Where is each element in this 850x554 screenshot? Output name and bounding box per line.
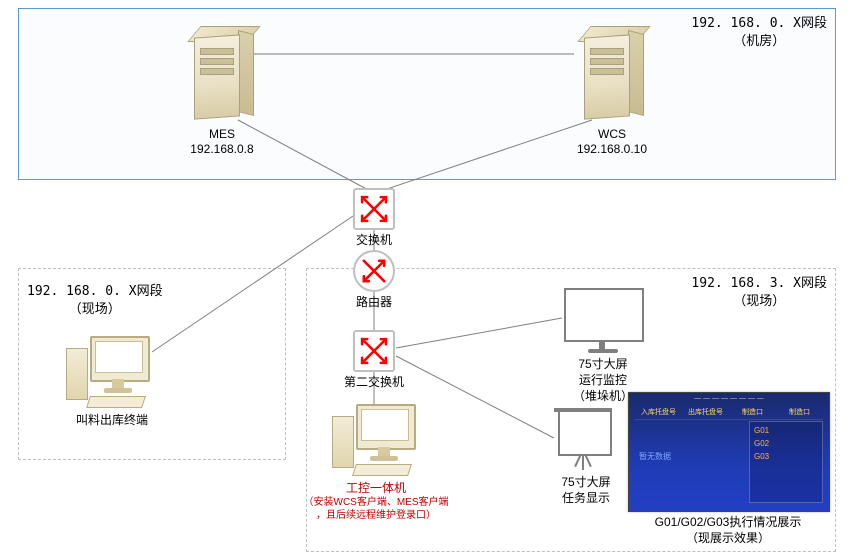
projscreen-icon [552, 408, 616, 474]
thumb-col-1: 出库托盘号 [682, 407, 729, 419]
terminal-pc-icon [66, 332, 152, 408]
ipc-note: （安装WCS客户端、MES客户端 ，且后续远程维护登录口） [304, 496, 449, 522]
zone-machine-room-label: 192. 168. 0. X网段 （机房） [691, 15, 827, 50]
ipc-icon [332, 400, 418, 476]
switch2-icon [351, 328, 397, 374]
zone-site-right-label: 192. 168. 3. X网段 （现场） [691, 275, 827, 310]
thumb-col-0: 入库托盘号 [635, 407, 682, 419]
projscreen-label: 75寸大屏 任务显示 [561, 474, 610, 506]
server-mes-ip: 192.168.0.8 [190, 141, 253, 157]
switch2-label: 第二交换机 [344, 374, 404, 390]
ipc-label: 工控一体机 [346, 480, 406, 496]
server-wcs-ip: 192.168.0.10 [577, 141, 647, 157]
display-photo-thumb: — — — — — — — — 入库托盘号 出库托盘号 制造口 制造口 暂无数据… [628, 392, 830, 512]
thumb-col-2: 制造口 [729, 407, 776, 419]
server-mes-icon [184, 26, 254, 121]
router-label: 路由器 [356, 294, 392, 310]
thumb-col-3: 制造口 [776, 407, 823, 419]
server-wcs-icon [574, 26, 644, 121]
server-wcs-label: WCS [598, 126, 626, 142]
terminal-pc-label: 叫料出库终端 [76, 412, 148, 428]
zone-site-left: 192. 168. 0. X网段 （现场） [18, 268, 286, 460]
switch-icon [351, 186, 397, 232]
router-icon [351, 248, 397, 294]
zone-site-left-label: 192. 168. 0. X网段 （现场） [27, 283, 163, 318]
bigscreen-monitor-icon [560, 286, 646, 358]
bigscreen-monitor-label: 75寸大屏 运行监控 （堆垛机） [573, 356, 633, 405]
switch-label: 交换机 [356, 232, 392, 248]
zone-machine-room: 192. 168. 0. X网段 （机房） [18, 8, 836, 180]
server-mes-label: MES [209, 126, 235, 142]
display-photo-label: G01/G02/G03执行情况展示 （现展示效果） [655, 514, 802, 546]
